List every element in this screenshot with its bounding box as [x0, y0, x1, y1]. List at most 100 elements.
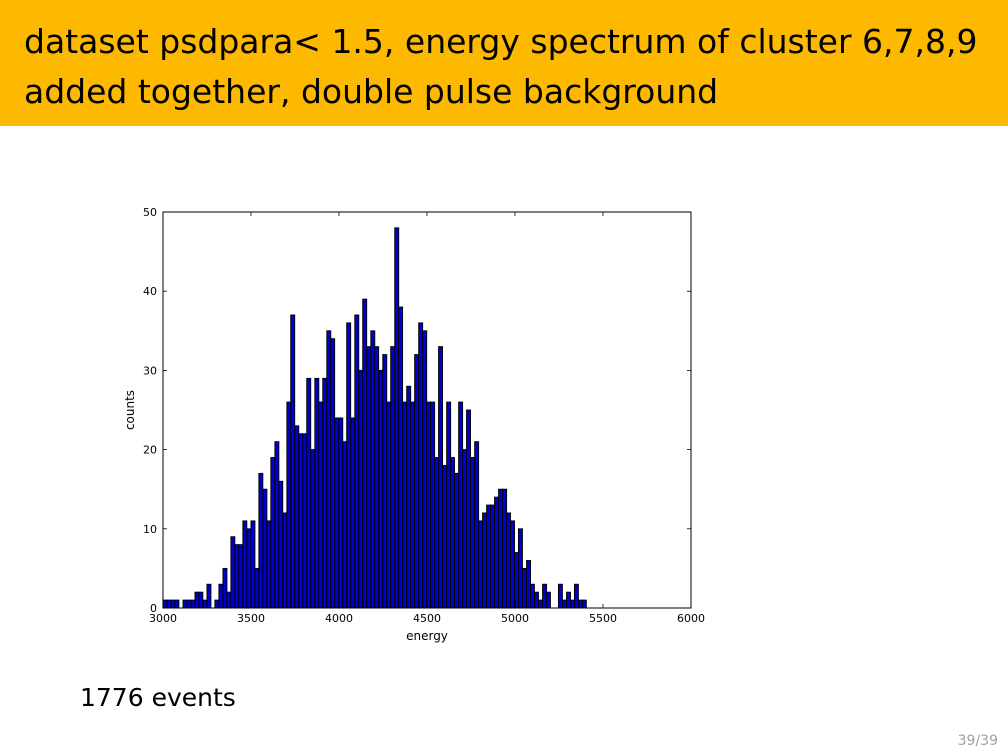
histogram-bar	[534, 591, 539, 609]
histogram-bar	[414, 354, 420, 609]
y-tick-label: 40	[143, 285, 157, 298]
y-tick-label: 50	[143, 206, 157, 219]
histogram-bar	[426, 401, 432, 609]
histogram-bar	[458, 401, 464, 609]
histogram-bar	[581, 599, 587, 609]
histogram-bar	[466, 409, 471, 609]
histogram-bar	[214, 599, 220, 609]
histogram-bar	[354, 314, 360, 609]
histogram-bar	[202, 599, 208, 609]
x-tick-label: 4000	[325, 612, 353, 625]
histogram-bar	[182, 599, 188, 609]
histogram-bar	[462, 449, 468, 609]
histogram-bar	[422, 330, 428, 609]
histogram-bar	[350, 417, 356, 609]
histogram-bar	[278, 480, 284, 609]
x-tick-label: 3500	[237, 612, 265, 625]
histogram-bar	[538, 599, 543, 609]
histogram-bar	[302, 433, 308, 609]
histogram-bar	[410, 401, 416, 609]
histogram-bar	[406, 385, 412, 609]
histogram-bar	[330, 338, 336, 609]
x-tick-label: 5000	[501, 612, 529, 625]
histogram-bar	[342, 441, 348, 609]
histogram-bar	[470, 457, 476, 609]
histogram-bar	[578, 599, 583, 609]
histogram-bar	[246, 528, 252, 609]
histogram-bar	[573, 583, 579, 609]
histogram-bar	[162, 599, 168, 609]
histogram-bar	[398, 306, 404, 609]
histogram-bar	[402, 401, 408, 609]
x-axis-label: energy	[406, 629, 448, 643]
histogram-bar	[362, 298, 368, 609]
histogram-bar	[198, 591, 204, 609]
page-number: 39/39	[957, 733, 998, 749]
histogram-bar	[166, 599, 172, 609]
histogram-bar	[502, 488, 508, 609]
y-tick-label: 30	[143, 364, 157, 377]
histogram-bar	[170, 599, 176, 609]
x-tick-label: 5500	[589, 612, 617, 625]
x-tick-label: 4500	[413, 612, 441, 625]
histogram-bar	[434, 457, 440, 609]
histogram-bar	[186, 599, 192, 609]
y-tick-label: 0	[150, 602, 157, 615]
histogram-bar	[226, 591, 232, 609]
histogram-bar	[382, 354, 388, 609]
histogram-bar	[242, 520, 248, 609]
histogram-bar	[545, 591, 551, 609]
x-tick-label: 6000	[677, 612, 705, 625]
title-bar: dataset psdpara< 1.5, energy spectrum of…	[0, 0, 1008, 126]
histogram-bar	[506, 512, 511, 609]
histogram-bar	[370, 330, 376, 609]
histogram-bar	[286, 401, 292, 609]
slide-title-line-2: added together, double pulse background	[24, 72, 719, 111]
energy-histogram: 3000 3500 4000 4500 5000 5500 6000 0 10 20 30 40 50 e…	[123, 206, 705, 643]
histogram-bar	[494, 496, 499, 609]
histogram-bar	[238, 544, 244, 609]
histogram-bar	[474, 441, 480, 609]
y-tick-label: 20	[143, 444, 157, 457]
histogram-bar	[569, 599, 575, 609]
histogram-bar	[190, 599, 196, 609]
histogram-bar	[366, 346, 372, 609]
histogram-bar	[174, 599, 180, 609]
histogram-bar	[562, 599, 567, 609]
histogram-bar	[510, 520, 515, 609]
histogram-bar	[298, 433, 304, 609]
histogram-bar	[310, 449, 316, 609]
histogram-bar	[194, 591, 200, 609]
histogram-bar	[566, 591, 571, 609]
histogram-bar	[529, 583, 535, 609]
histogram-bar	[314, 377, 320, 609]
events-count: 1776 events	[80, 683, 236, 712]
histogram-bar	[522, 567, 527, 609]
histogram-bar	[446, 401, 452, 609]
histogram-bar	[490, 504, 495, 609]
histogram-bar	[334, 417, 340, 609]
histogram-bar	[270, 457, 276, 609]
histogram-bar	[514, 552, 520, 609]
histogram-bar	[258, 472, 264, 609]
histogram-bar	[486, 504, 492, 609]
y-tick-label: 10	[143, 523, 157, 536]
histogram-bar	[386, 401, 392, 609]
histogram-bar	[430, 401, 436, 609]
histogram-bar	[374, 346, 380, 609]
y-axis-label: counts	[123, 390, 137, 430]
histogram-bar	[346, 322, 352, 609]
x-tick-label: 3000	[149, 612, 177, 625]
histogram-bar	[230, 536, 236, 609]
histogram-bar	[390, 346, 396, 609]
histogram-bar	[234, 544, 240, 609]
histogram-bar	[478, 520, 483, 609]
histogram-bar	[306, 377, 312, 609]
histogram-bar	[518, 528, 523, 609]
histogram-bar	[222, 567, 228, 609]
histogram-bar	[378, 369, 384, 609]
histogram-bar	[557, 583, 563, 609]
histogram-bar	[250, 520, 256, 609]
histogram-bar	[450, 457, 455, 609]
histogram-bar	[338, 417, 344, 609]
